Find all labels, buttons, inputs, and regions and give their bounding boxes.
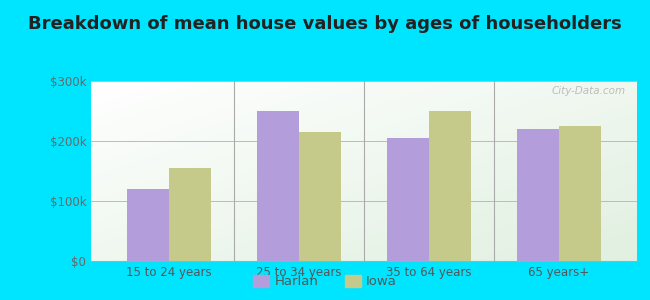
- Bar: [387, 138, 429, 261]
- Bar: [169, 168, 211, 261]
- Bar: [429, 111, 471, 261]
- Legend: Harlan, Iowa: Harlan, Iowa: [248, 269, 402, 293]
- Bar: [299, 132, 341, 261]
- Bar: [257, 111, 299, 261]
- Bar: [559, 126, 601, 261]
- Bar: [127, 189, 169, 261]
- Text: Breakdown of mean house values by ages of householders: Breakdown of mean house values by ages o…: [28, 15, 622, 33]
- Text: City-Data.com: City-Data.com: [552, 86, 626, 96]
- Bar: [517, 129, 559, 261]
